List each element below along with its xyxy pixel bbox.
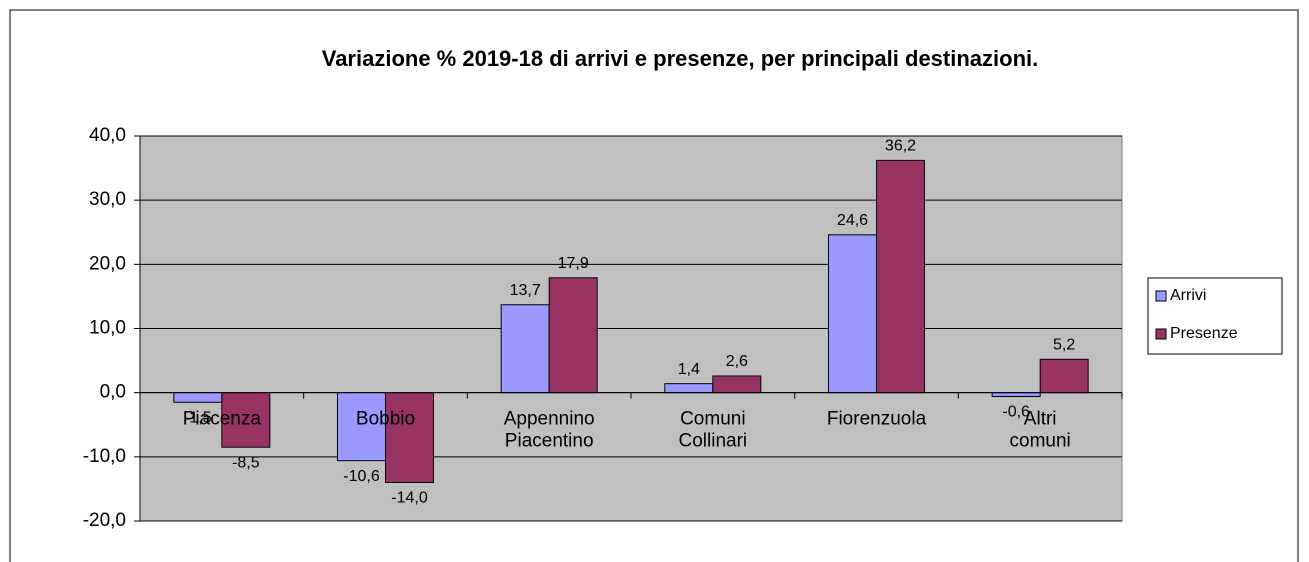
bar bbox=[991, 392, 1041, 398]
legend-label: Presenze bbox=[1170, 325, 1238, 342]
data-label: 1,4 bbox=[678, 361, 700, 378]
y-tick-label: 20,0 bbox=[89, 253, 126, 274]
data-label: -1,5 bbox=[184, 410, 212, 427]
data-label: -8,5 bbox=[232, 454, 260, 471]
x-tick-label: Bobbio bbox=[356, 409, 415, 430]
data-label: 36,2 bbox=[885, 138, 916, 155]
legend-label: Arrivi bbox=[1170, 287, 1206, 304]
bar bbox=[173, 392, 223, 403]
bar bbox=[548, 277, 598, 394]
y-tick-label: -20,0 bbox=[83, 510, 126, 531]
y-tick-label: 10,0 bbox=[89, 318, 126, 339]
bar bbox=[712, 375, 762, 394]
data-label: 13,7 bbox=[510, 282, 541, 299]
x-tick-label: Altri comuni bbox=[1010, 409, 1071, 452]
y-tick-label: -10,0 bbox=[83, 446, 126, 467]
data-label: -14,0 bbox=[391, 490, 428, 507]
bar bbox=[664, 383, 714, 394]
x-tick-label: Appennino Piacentino bbox=[504, 409, 595, 452]
data-label: 2,6 bbox=[726, 353, 748, 370]
bar bbox=[500, 304, 550, 394]
x-tick-label: Fiorenzuola bbox=[827, 409, 927, 430]
bar bbox=[828, 234, 877, 394]
y-tick-label: 30,0 bbox=[89, 189, 126, 210]
bar bbox=[221, 392, 271, 448]
bar bbox=[876, 159, 925, 394]
data-label: -0,6 bbox=[1002, 404, 1030, 421]
legend-swatch bbox=[1155, 328, 1167, 340]
legend-box bbox=[1147, 277, 1283, 355]
data-label: -10,6 bbox=[343, 468, 380, 485]
bar bbox=[1039, 358, 1089, 394]
data-label: 5,2 bbox=[1053, 337, 1075, 354]
data-label: 17,9 bbox=[558, 255, 589, 272]
y-tick-label: 40,0 bbox=[89, 125, 126, 146]
legend-swatch bbox=[1155, 290, 1167, 302]
bar bbox=[385, 392, 434, 483]
x-tick-label: Comuni Collinari bbox=[679, 409, 748, 452]
data-label: 24,6 bbox=[837, 212, 868, 229]
y-tick-label: 0,0 bbox=[100, 382, 126, 403]
chart-title: Variazione % 2019-18 di arrivi e presenz… bbox=[322, 46, 1039, 71]
x-tick-label: Piacenza bbox=[183, 409, 262, 430]
